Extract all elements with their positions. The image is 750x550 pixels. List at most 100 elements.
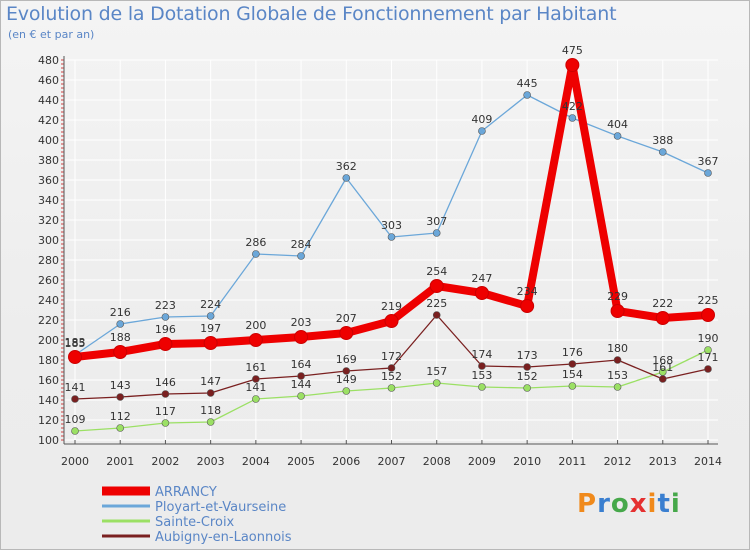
axes-layer: 100 120 140 160 180 200 220 240 260 280 300 320 340 3…: [38, 54, 722, 468]
x-tick-label: 2000: [61, 455, 89, 468]
data-point: [387, 384, 396, 392]
data-point: [158, 337, 173, 351]
y-tick-label: 280: [38, 254, 59, 267]
data-label: 200: [245, 319, 266, 332]
data-label: 118: [200, 404, 221, 417]
data-label: 286: [245, 236, 266, 249]
data-point: [387, 233, 396, 241]
data-label: 188: [110, 331, 131, 344]
data-point: [432, 379, 441, 387]
data-label: 475: [562, 44, 583, 57]
data-point: [203, 336, 218, 350]
data-point: [297, 372, 305, 380]
data-label: 164: [291, 358, 312, 371]
x-tick-label: 2007: [378, 455, 406, 468]
x-tick-label: 2013: [649, 455, 677, 468]
logo-letter: x: [629, 489, 648, 519]
data-label: 207: [336, 312, 357, 325]
y-tick-label: 340: [38, 194, 59, 207]
data-point: [474, 286, 489, 300]
data-point: [342, 367, 351, 375]
data-point: [655, 311, 670, 325]
data-point: [568, 360, 577, 368]
data-labels-layer: 183 188 196 197 200 203 207 219 254 247 234 475 229 2…: [65, 44, 719, 426]
data-label: 203: [291, 316, 312, 329]
data-label: 152: [517, 370, 538, 383]
data-label: 225: [698, 294, 719, 307]
data-point: [610, 304, 625, 318]
data-label: 409: [471, 113, 492, 126]
data-label: 183: [65, 336, 86, 349]
data-point: [704, 169, 712, 177]
data-point: [206, 312, 215, 320]
data-label: 190: [698, 332, 719, 345]
y-tick-label: 480: [38, 54, 59, 67]
data-label: 146: [155, 376, 176, 389]
y-tick-label: 100: [38, 434, 59, 447]
data-point: [704, 346, 712, 354]
x-tick-label: 2011: [558, 455, 586, 468]
data-label: 222: [652, 297, 673, 310]
data-label: 161: [652, 361, 673, 374]
series-layer: [68, 58, 715, 435]
y-tick-label: 400: [38, 134, 59, 147]
data-label: 154: [562, 368, 583, 381]
data-point: [113, 345, 128, 359]
data-point: [297, 392, 305, 400]
data-point: [252, 395, 260, 403]
data-label: 234: [517, 285, 538, 298]
data-label: 144: [291, 378, 312, 391]
data-point: [68, 350, 82, 364]
data-point: [206, 418, 215, 426]
logo-letter: i: [670, 489, 681, 519]
data-label: 172: [381, 350, 402, 363]
data-point: [523, 384, 531, 392]
data-point: [294, 330, 309, 344]
data-label: 224: [200, 298, 221, 311]
data-point: [568, 382, 577, 390]
data-label: 152: [381, 370, 402, 383]
data-point: [658, 375, 667, 383]
data-point: [432, 229, 441, 237]
data-point: [342, 387, 351, 395]
data-point: [252, 375, 260, 383]
y-tick-label: 120: [38, 414, 59, 427]
y-tick-label: 240: [38, 294, 59, 307]
data-label: 422: [562, 100, 583, 113]
data-label: 149: [336, 373, 357, 386]
data-label: 143: [110, 379, 131, 392]
x-tick-label: 2003: [197, 455, 225, 468]
y-tick-label: 360: [38, 174, 59, 187]
data-point: [704, 365, 712, 373]
data-label: 109: [65, 413, 86, 426]
data-point: [297, 252, 305, 260]
data-point: [478, 383, 486, 391]
data-label: 157: [426, 365, 447, 378]
data-point: [71, 395, 79, 403]
data-point: [565, 58, 580, 72]
x-tick-label: 2009: [468, 455, 496, 468]
data-point: [339, 326, 354, 340]
y-tick-label: 380: [38, 154, 59, 167]
data-label: 362: [336, 160, 357, 173]
data-point: [613, 132, 622, 140]
y-tick-label: 260: [38, 274, 59, 287]
legend-label: Aubigny-en-Laonnois: [155, 530, 292, 545]
x-tick-label: 2008: [423, 455, 451, 468]
x-tick-label: 2010: [513, 455, 541, 468]
data-label: 141: [65, 381, 86, 394]
data-point: [161, 313, 170, 321]
data-label: 141: [245, 381, 266, 394]
logo-letter: t: [657, 489, 671, 519]
y-tick-label: 300: [38, 234, 59, 247]
data-point: [116, 320, 125, 328]
y-tick-label: 460: [38, 74, 59, 87]
data-label: 176: [562, 346, 583, 359]
data-point: [116, 393, 125, 401]
x-tick-label: 2001: [106, 455, 134, 468]
legend-label: Sainte-Croix: [155, 515, 235, 530]
data-point: [523, 363, 531, 371]
y-tick-label: 220: [38, 314, 59, 327]
